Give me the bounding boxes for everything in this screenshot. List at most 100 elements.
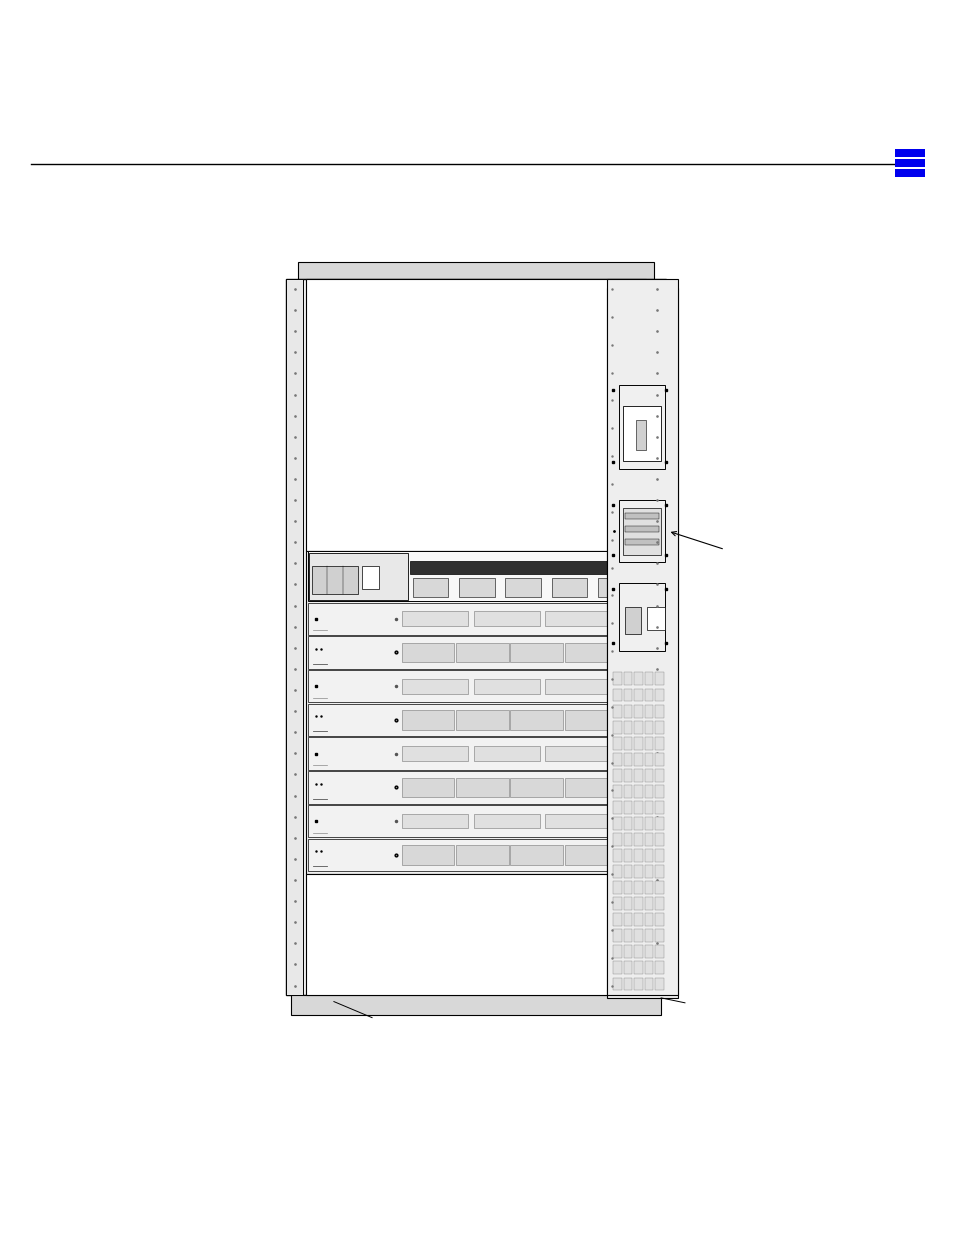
Bar: [644, 704, 652, 718]
Bar: [655, 768, 663, 782]
Bar: [613, 832, 620, 846]
Bar: [456, 778, 508, 798]
Bar: [644, 978, 652, 990]
Bar: [644, 736, 652, 750]
Bar: [644, 914, 652, 926]
Bar: [634, 720, 641, 734]
Bar: [618, 385, 664, 469]
Bar: [613, 752, 620, 766]
Bar: [286, 279, 303, 995]
Bar: [622, 406, 660, 461]
Bar: [623, 818, 631, 830]
Bar: [894, 149, 924, 157]
Bar: [306, 873, 645, 995]
Bar: [634, 946, 641, 958]
Bar: [623, 832, 631, 846]
Bar: [545, 746, 611, 761]
Bar: [606, 288, 678, 998]
Bar: [634, 850, 641, 862]
Bar: [413, 578, 448, 598]
Bar: [613, 978, 620, 990]
Bar: [655, 832, 663, 846]
Bar: [634, 818, 641, 830]
Bar: [613, 818, 620, 830]
Bar: [613, 850, 620, 862]
Bar: [309, 552, 408, 600]
Bar: [291, 995, 660, 1015]
Bar: [306, 551, 645, 873]
Bar: [613, 882, 620, 894]
Bar: [474, 611, 539, 626]
Bar: [644, 768, 652, 782]
Bar: [613, 914, 620, 926]
Bar: [644, 850, 652, 862]
Bar: [655, 864, 663, 878]
Bar: [894, 159, 924, 167]
Bar: [623, 864, 631, 878]
Bar: [410, 561, 640, 574]
Bar: [510, 710, 562, 730]
Bar: [306, 279, 645, 551]
Bar: [402, 814, 468, 829]
Bar: [564, 642, 617, 662]
Bar: [634, 897, 641, 910]
Bar: [644, 818, 652, 830]
Bar: [613, 720, 620, 734]
Bar: [634, 882, 641, 894]
Bar: [297, 262, 654, 279]
Bar: [655, 882, 663, 894]
Bar: [402, 778, 454, 798]
Bar: [613, 768, 620, 782]
Bar: [623, 704, 631, 718]
Bar: [634, 832, 641, 846]
Bar: [655, 688, 663, 701]
Bar: [308, 636, 643, 668]
Bar: [402, 679, 468, 694]
Bar: [644, 946, 652, 958]
Bar: [618, 583, 664, 651]
Bar: [655, 978, 663, 990]
Bar: [623, 785, 631, 798]
Bar: [634, 864, 641, 878]
Bar: [510, 642, 562, 662]
Bar: [623, 882, 631, 894]
Bar: [655, 800, 663, 814]
Bar: [634, 785, 641, 798]
Bar: [623, 688, 631, 701]
Bar: [624, 606, 640, 634]
Bar: [613, 704, 620, 718]
Bar: [646, 606, 664, 630]
Bar: [456, 710, 508, 730]
Bar: [402, 845, 454, 864]
Bar: [624, 526, 659, 532]
Bar: [308, 737, 643, 769]
Bar: [623, 800, 631, 814]
Bar: [606, 279, 678, 995]
Bar: [644, 720, 652, 734]
Bar: [402, 642, 454, 662]
Bar: [623, 961, 631, 974]
Bar: [564, 845, 617, 864]
Bar: [655, 850, 663, 862]
Bar: [402, 710, 454, 730]
Bar: [623, 850, 631, 862]
Bar: [613, 672, 620, 685]
Bar: [361, 567, 378, 589]
Bar: [623, 946, 631, 958]
Bar: [655, 736, 663, 750]
Bar: [655, 720, 663, 734]
Bar: [634, 929, 641, 942]
Bar: [474, 746, 539, 761]
Bar: [655, 785, 663, 798]
Bar: [644, 832, 652, 846]
Bar: [622, 508, 660, 555]
Bar: [613, 736, 620, 750]
Bar: [474, 679, 539, 694]
Bar: [613, 800, 620, 814]
Bar: [545, 611, 611, 626]
Bar: [634, 752, 641, 766]
Bar: [634, 961, 641, 974]
Bar: [286, 279, 665, 995]
Bar: [308, 771, 643, 804]
Bar: [402, 611, 468, 626]
